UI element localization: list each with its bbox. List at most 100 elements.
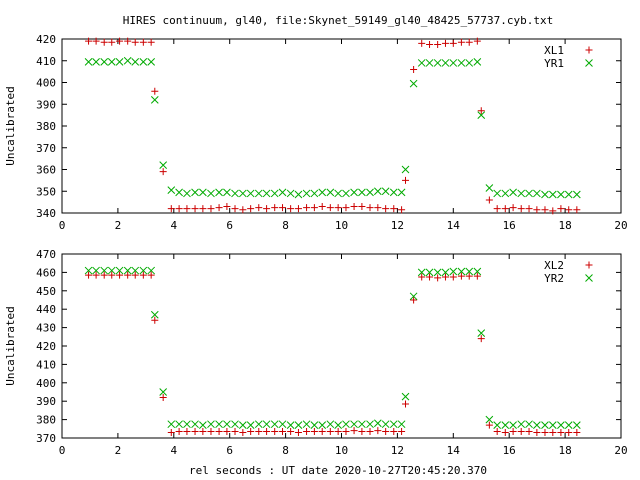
data-point <box>139 38 147 46</box>
x-tick-label: 8 <box>282 219 289 232</box>
data-point <box>373 187 382 196</box>
data-point <box>557 428 565 436</box>
x-tick-label: 0 <box>59 444 66 457</box>
data-point <box>465 59 474 67</box>
data-point <box>334 421 342 429</box>
x-tick-label: 18 <box>558 219 571 232</box>
data-point <box>485 421 493 429</box>
data-point <box>358 428 366 436</box>
data-point <box>557 421 565 429</box>
data-point <box>350 420 358 429</box>
data-point <box>147 57 156 66</box>
data-point <box>215 428 223 436</box>
data-point <box>279 204 287 212</box>
data-point <box>159 161 168 170</box>
data-point <box>167 420 176 429</box>
data-point <box>366 428 374 436</box>
data-point <box>457 38 465 46</box>
data-point <box>389 420 398 429</box>
data-point <box>334 428 342 436</box>
data-point <box>294 421 303 429</box>
data-point <box>533 189 541 198</box>
data-point <box>334 204 342 212</box>
data-point <box>449 59 458 67</box>
data-point <box>139 271 147 279</box>
data-point <box>175 420 183 429</box>
y-axis-label: Uncalibrated <box>4 86 17 165</box>
y-tick-label: 430 <box>36 322 56 335</box>
data-point <box>473 37 481 45</box>
data-point <box>199 421 207 429</box>
x-tick-label: 12 <box>391 444 404 457</box>
data-point <box>350 188 358 197</box>
data-point <box>509 204 517 212</box>
data-point <box>262 420 271 429</box>
data-point <box>199 428 207 436</box>
data-point <box>239 206 247 214</box>
x-tick-label: 2 <box>115 444 122 457</box>
data-point <box>271 204 279 212</box>
data-point <box>441 59 450 67</box>
x-tick-label: 14 <box>447 219 461 232</box>
x-tick-label: 20 <box>614 444 627 457</box>
data-point <box>294 428 302 436</box>
data-point <box>131 266 140 275</box>
data-point <box>549 207 557 215</box>
series-xl1 <box>85 37 581 215</box>
data-point <box>374 204 382 212</box>
data-point <box>159 168 167 176</box>
data-point <box>389 188 398 197</box>
data-point <box>115 57 124 66</box>
data-point <box>271 428 279 436</box>
y-tick-label: 420 <box>36 33 56 46</box>
data-point <box>409 292 418 301</box>
data-point <box>382 205 390 213</box>
data-point <box>116 271 124 279</box>
data-point <box>426 40 434 48</box>
data-point <box>278 420 287 429</box>
legend-marker <box>585 59 593 67</box>
data-point <box>318 421 327 429</box>
data-point <box>278 188 287 197</box>
data-point <box>147 271 155 279</box>
x-tick-label: 0 <box>59 219 66 232</box>
data-point <box>115 266 124 275</box>
data-point <box>573 206 581 214</box>
data-point <box>509 428 517 436</box>
data-point <box>465 267 474 276</box>
legend-label: YR2 <box>544 272 564 285</box>
data-point <box>557 205 565 213</box>
data-point <box>398 206 406 214</box>
legend-label: XL2 <box>544 259 564 272</box>
data-point <box>397 420 406 429</box>
x-tick-label: 4 <box>170 219 177 232</box>
y-tick-label: 420 <box>36 340 56 353</box>
data-point <box>342 428 350 436</box>
y-tick-label: 380 <box>36 120 56 133</box>
y-tick-label: 350 <box>36 185 56 198</box>
data-point <box>318 202 326 210</box>
data-point <box>150 310 159 319</box>
data-point <box>509 421 517 429</box>
data-point <box>477 335 485 343</box>
x-tick-label: 8 <box>282 444 289 457</box>
data-point <box>410 296 418 304</box>
y-tick-label: 340 <box>36 207 56 220</box>
y-tick-label: 450 <box>36 285 56 298</box>
data-point <box>263 205 271 213</box>
y-axis-label: Uncalibrated <box>4 306 17 385</box>
data-point <box>131 57 140 66</box>
y-tick-label: 410 <box>36 55 56 68</box>
data-point <box>433 59 442 67</box>
data-point <box>565 206 573 214</box>
data-point <box>449 267 458 276</box>
data-point <box>124 271 132 279</box>
data-point <box>215 188 223 197</box>
legend-marker <box>585 261 593 269</box>
data-point <box>410 65 418 73</box>
data-point <box>167 428 175 436</box>
data-point <box>425 59 434 67</box>
data-point <box>199 188 207 197</box>
data-point <box>398 428 406 436</box>
data-point <box>262 189 271 198</box>
